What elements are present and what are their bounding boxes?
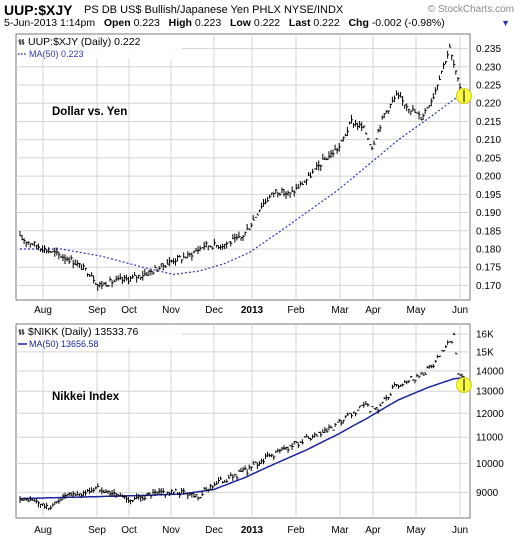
y-tick-label: 0.190 [476,208,501,219]
ohlc-legend-icon [18,39,25,45]
chart-header: UUP:$XJY PS DB US$ Bullish/Japanese Yen … [0,0,520,30]
x-tick-label: Sep [88,305,106,316]
y-tick-label: 0.205 [476,153,501,164]
y-tick-label: 0.175 [476,263,501,274]
open-label: Open [103,17,131,29]
low-value: 0.222 [253,17,281,29]
x-tick-label: Aug [34,525,52,536]
legend-background [17,325,182,349]
x-tick-label: 2013 [241,525,264,536]
x-tick-label: Apr [365,305,381,316]
y-tick-label: 0.180 [476,244,501,255]
y-tick-label: 10000 [476,459,504,470]
quote-date: 5-Jun-2013 1:14pm [4,17,96,29]
y-tick-label: 0.225 [476,81,501,92]
x-tick-label: Dec [205,305,223,316]
x-tick-label: May [407,525,426,536]
legend-price-label: $NIKK (Daily) 13533.76 [28,326,138,338]
x-tick-label: Apr [365,525,381,536]
chg-value: -0.002 (-0.98%) [371,17,445,29]
x-tick-label: Sep [88,525,106,536]
symbol-title: UUP:$XJY [4,2,73,18]
x-tick-label: Mar [331,305,349,316]
y-tick-label: 0.215 [476,117,501,128]
symbol-description: PS DB US$ Bullish/Japanese Yen PHLX NYSE… [84,4,344,16]
price-series [19,43,466,291]
y-tick-label: 15K [476,347,494,358]
plot-frame [15,323,471,519]
y-tick-label: 0.185 [476,226,501,237]
x-tick-label: Dec [205,525,223,536]
legend-ma-label: MA(50) 13656.58 [29,339,99,349]
quote-line: 5-Jun-2013 1:14pm Open 0.223 High 0.223 … [4,17,445,29]
last-label: Last [288,17,311,29]
y-tick-label: 9000 [476,488,499,499]
chg-label: Chg [348,17,369,29]
high-value: 0.223 [194,17,222,29]
low-label: Low [229,17,251,29]
x-tick-label: Oct [121,525,137,536]
price-series [19,332,466,511]
legend-price-label: UUP:$XJY (Daily) 0.222 [28,36,141,48]
y-tick-label: 0.230 [476,62,501,73]
x-tick-label: Nov [162,305,180,316]
legend-background [17,35,182,59]
last-value: 0.222 [313,17,340,29]
y-tick-label: 0.200 [476,172,501,183]
x-tick-label: May [407,305,426,316]
ma-line [19,376,465,500]
x-tick-label: Oct [121,305,137,316]
y-tick-label: 12000 [476,409,504,420]
x-tick-label: Jun [452,305,468,316]
triangle-down-icon[interactable]: ▼ [501,18,510,28]
chart-annotation-title: Dollar vs. Yen [52,106,127,118]
nikkei-panel: 9000 10000 11000 12000 13000 14000 15K 16K Aug Se… [15,323,504,536]
x-tick-label: Jun [452,525,468,536]
legend-ma-label: MA(50) 0.223 [29,49,84,59]
x-tick-label: Nov [162,525,180,536]
open-value: 0.223 [133,17,160,29]
y-tick-label: 0.220 [476,99,501,110]
x-tick-label: 2013 [241,305,264,316]
ohlc-legend-icon [18,329,25,335]
brand-watermark: © StockCharts.com [427,4,514,15]
x-tick-label: Aug [34,305,52,316]
x-tick-label: Feb [287,305,305,316]
dollar-yen-panel: 0.170 0.175 0.180 0.185 0.190 0.195 0.200 0.205… [15,33,501,316]
y-tick-label: 16K [476,330,494,341]
y-tick-label: 0.235 [476,44,501,55]
y-tick-label: 0.210 [476,135,501,146]
high-label: High [168,17,192,29]
y-tick-label: 13000 [476,387,504,398]
x-tick-label: Feb [287,525,305,536]
ma-line [20,91,465,276]
y-tick-label: 14000 [476,366,504,377]
y-tick-label: 0.170 [476,281,501,292]
x-tick-label: Mar [331,525,349,536]
plot-frame [15,33,471,301]
chart-annotation-title: Nikkei Index [52,391,120,403]
y-tick-label: 11000 [476,433,504,444]
y-tick-label: 0.195 [476,190,501,201]
